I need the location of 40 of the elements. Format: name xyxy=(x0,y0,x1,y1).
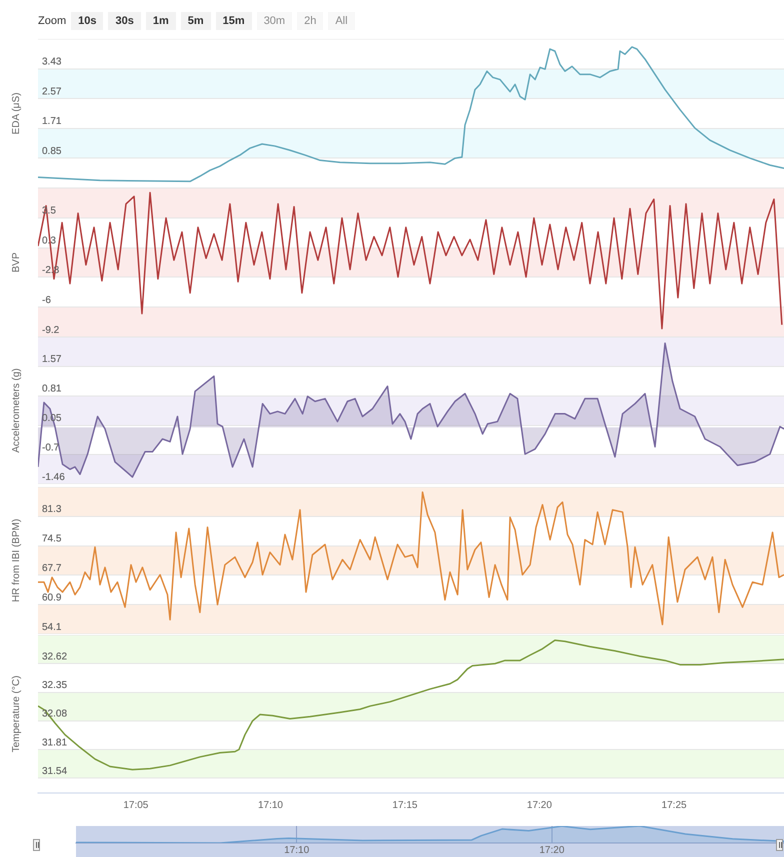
y-axis-title: EDA (μS) xyxy=(10,92,22,134)
y-tick-label: -0.7 xyxy=(42,442,60,454)
y-tick-label: 32.62 xyxy=(42,651,68,662)
text: 10s xyxy=(71,12,104,30)
text: 15m xyxy=(216,12,252,30)
text: Zoom xyxy=(38,15,66,27)
y-tick-label: 2.57 xyxy=(42,86,62,98)
y-tick-label: -6 xyxy=(42,294,52,306)
text: 30m xyxy=(256,12,292,30)
y-tick-label: 74.5 xyxy=(42,534,62,545)
y-axis-title: HR from IBI (BPM) xyxy=(10,518,22,602)
y-tick-label: 32.35 xyxy=(42,680,68,692)
text: 2h xyxy=(297,12,324,30)
y-tick-label: 3.43 xyxy=(42,56,62,68)
y-tick-label: 0.85 xyxy=(42,146,62,157)
x-tick-label: 17:10 xyxy=(258,800,284,811)
y-tick-label: 1.57 xyxy=(42,354,62,366)
x-tick-label: 17:10 xyxy=(284,844,310,856)
y-tick-label: -1.46 xyxy=(42,472,66,483)
y-axis-title: BVP xyxy=(10,252,22,273)
text: 5m xyxy=(180,12,211,30)
y-axis-title: Accelerometers (g) xyxy=(10,368,22,453)
text: 1m xyxy=(146,12,176,30)
y-tick-label: 1.71 xyxy=(42,116,62,128)
y-tick-label: 81.3 xyxy=(42,504,62,516)
x-tick-label: 17:20 xyxy=(539,844,565,856)
text: All xyxy=(328,12,355,30)
y-tick-label: -9.2 xyxy=(42,324,60,336)
x-tick-label: 17:25 xyxy=(662,800,688,811)
x-tick-label: 17:15 xyxy=(392,800,418,811)
y-tick-label: 31.81 xyxy=(42,737,68,748)
text: 30s xyxy=(108,12,141,30)
y-tick-label: 31.54 xyxy=(42,766,68,777)
x-tick-label: 17:05 xyxy=(123,800,149,811)
y-tick-label: 60.9 xyxy=(42,592,62,604)
y-tick-label: 67.7 xyxy=(42,562,62,574)
y-axis-title: Temperature (°C) xyxy=(10,676,22,752)
y-tick-label: 54.1 xyxy=(42,622,62,633)
x-tick-label: 17:20 xyxy=(526,800,552,811)
y-tick-label: 0.81 xyxy=(42,384,62,395)
